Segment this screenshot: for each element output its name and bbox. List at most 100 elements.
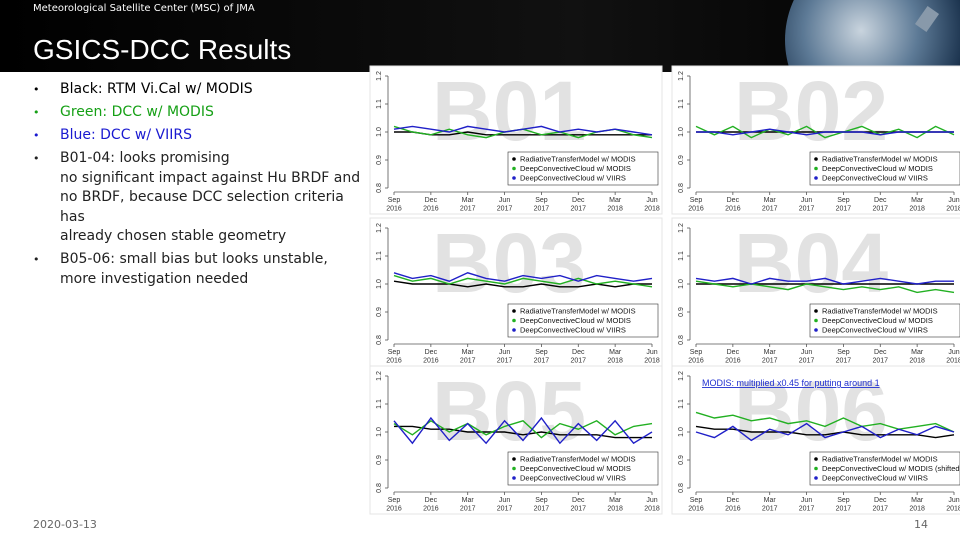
y-tick-label: 1.2 bbox=[678, 371, 685, 381]
x-tick-label: Mar 2017 bbox=[460, 197, 476, 213]
legend-box bbox=[809, 303, 960, 338]
bullet: Blue: DCC w/ VIIRS bbox=[33, 126, 363, 146]
slide-title: GSICS-DCC Results bbox=[33, 34, 292, 65]
x-tick-label-part: Jun bbox=[948, 197, 959, 204]
x-tick-label-part: Mar bbox=[764, 197, 777, 204]
x-tick-label-part: Jun bbox=[646, 197, 657, 204]
x-tick-label-part: 2016 bbox=[725, 206, 741, 213]
x-tick-label: Jun 2018 bbox=[644, 497, 660, 513]
x-tick-label: Dec 2016 bbox=[725, 497, 741, 513]
x-tick-label-part: 2018 bbox=[644, 206, 660, 213]
y-tick-label: 0.8 bbox=[376, 183, 383, 193]
y-tick-label: 0.8 bbox=[678, 335, 685, 345]
x-tick-label-part: Dec bbox=[425, 349, 438, 356]
y-tick-label: 1.1 bbox=[376, 99, 383, 109]
x-tick-label-part: 2017 bbox=[497, 358, 513, 365]
x-tick-label: Mar 2018 bbox=[909, 349, 925, 365]
x-tick-label-part: 2017 bbox=[872, 206, 888, 213]
x-tick-label-part: Mar bbox=[911, 497, 924, 504]
legend-box bbox=[809, 151, 960, 186]
legend-marker bbox=[814, 318, 818, 323]
bullet-line: no BRDF, because DCC selection criteria … bbox=[60, 189, 344, 225]
legend-label: RadiativeTransferModel w/ MODIS bbox=[822, 307, 938, 316]
legend-label: DeepConvectiveCloud w/ MODIS bbox=[520, 464, 631, 473]
bullet-line: Black: RTM Vi.Cal w/ MODIS bbox=[60, 81, 253, 97]
legend-marker bbox=[512, 318, 516, 323]
bullet-line: no significant impact against Hu BRDF an… bbox=[60, 169, 361, 186]
x-tick-label-part: Jun bbox=[646, 349, 657, 356]
x-tick-label-part: 2016 bbox=[725, 358, 741, 365]
series-line bbox=[393, 272, 653, 282]
legend-box bbox=[507, 451, 659, 486]
x-tick-label: Dec 2016 bbox=[423, 497, 439, 513]
x-tick-label-part: 2018 bbox=[946, 206, 960, 213]
band-watermark: B02 bbox=[734, 64, 888, 158]
x-tick-label: Jun 2017 bbox=[497, 349, 513, 365]
legend-label: RadiativeTransferModel w/ MODIS bbox=[520, 307, 636, 316]
x-tick-label: Dec 2017 bbox=[570, 197, 586, 213]
x-tick-label: Sep 2017 bbox=[836, 497, 852, 513]
legend-marker bbox=[512, 466, 516, 471]
legend-label: DeepConvectiveCloud w/ MODIS bbox=[520, 164, 631, 173]
y-tick-label: 1.0 bbox=[678, 279, 685, 289]
x-tick-label: Sep 2016 bbox=[688, 497, 704, 513]
organization: Meteorological Satellite Center (MSC) of… bbox=[33, 3, 255, 14]
x-tick-label: Dec 2017 bbox=[570, 497, 586, 513]
x-tick-label: Sep 2016 bbox=[688, 197, 704, 213]
x-tick-label-part: 2017 bbox=[872, 358, 888, 365]
legend-marker bbox=[814, 466, 818, 471]
panel-frame bbox=[671, 365, 960, 515]
x-tick-label-part: Jun bbox=[801, 497, 812, 504]
x-tick-label-part: Sep bbox=[690, 497, 703, 504]
x-tick-label-part: 2017 bbox=[762, 206, 778, 213]
x-tick-label-part: Dec bbox=[425, 497, 438, 504]
x-tick-label-part: 2016 bbox=[423, 358, 439, 365]
y-tick-label: 0.8 bbox=[678, 483, 685, 493]
x-tick-label: Sep 2016 bbox=[688, 349, 704, 365]
x-tick-label-part: 2017 bbox=[497, 206, 513, 213]
x-tick-label-part: Mar bbox=[462, 349, 475, 356]
x-tick-label-part: Sep bbox=[837, 197, 850, 204]
x-tick-label-part: 2017 bbox=[570, 206, 586, 213]
series-line bbox=[695, 280, 955, 294]
x-tick-label-part: 2017 bbox=[460, 506, 476, 513]
series-line bbox=[393, 416, 653, 445]
series-line bbox=[695, 277, 954, 285]
band-watermark: B05 bbox=[432, 364, 586, 458]
x-tick-label: Jun 2017 bbox=[799, 197, 815, 213]
x-tick-label-part: Sep bbox=[535, 349, 548, 356]
bullet-line: already chosen stable geometry bbox=[60, 228, 287, 244]
x-tick-label: Mar 2017 bbox=[762, 349, 778, 365]
y-tick-label: 1.1 bbox=[376, 251, 383, 261]
x-tick-label-part: Dec bbox=[572, 197, 585, 204]
x-tick-label-part: 2018 bbox=[946, 358, 960, 365]
x-tick-label-part: 2016 bbox=[423, 206, 439, 213]
x-tick-label-part: Jun bbox=[948, 497, 959, 504]
x-tick-label-part: 2018 bbox=[644, 358, 660, 365]
legend-marker bbox=[814, 157, 818, 161]
legend-box bbox=[809, 451, 960, 486]
x-tick-label: Jun 2018 bbox=[644, 349, 660, 365]
x-tick-label-part: Jun bbox=[499, 497, 510, 504]
x-tick-label-part: Mar bbox=[462, 197, 475, 204]
x-tick-label-part: 2016 bbox=[423, 506, 439, 513]
x-tick-label-part: Jun bbox=[801, 349, 812, 356]
legend-label: DeepConvectiveCloud w/ VIIRS bbox=[822, 174, 928, 183]
y-tick-label: 0.8 bbox=[376, 483, 383, 493]
x-tick-label-part: 2017 bbox=[836, 206, 852, 213]
y-tick-label: 1.0 bbox=[376, 427, 383, 437]
legend-box bbox=[507, 151, 659, 186]
panel-frame bbox=[369, 65, 663, 215]
panel-frame bbox=[369, 365, 663, 515]
y-tick-label: 1.2 bbox=[376, 223, 383, 233]
x-tick-label-part: 2017 bbox=[570, 506, 586, 513]
y-tick-label: 1.2 bbox=[376, 71, 383, 81]
x-tick-label-part: Jun bbox=[499, 197, 510, 204]
legend-label: DeepConvectiveCloud w/ MODIS bbox=[822, 316, 933, 325]
panel-frame bbox=[369, 217, 663, 367]
y-tick-label: 0.9 bbox=[678, 155, 685, 165]
legend-label: DeepConvectiveCloud w/ MODIS (shifted x0… bbox=[822, 464, 960, 473]
x-tick-label-part: 2018 bbox=[909, 506, 925, 513]
x-tick-label: Jun 2017 bbox=[799, 497, 815, 513]
